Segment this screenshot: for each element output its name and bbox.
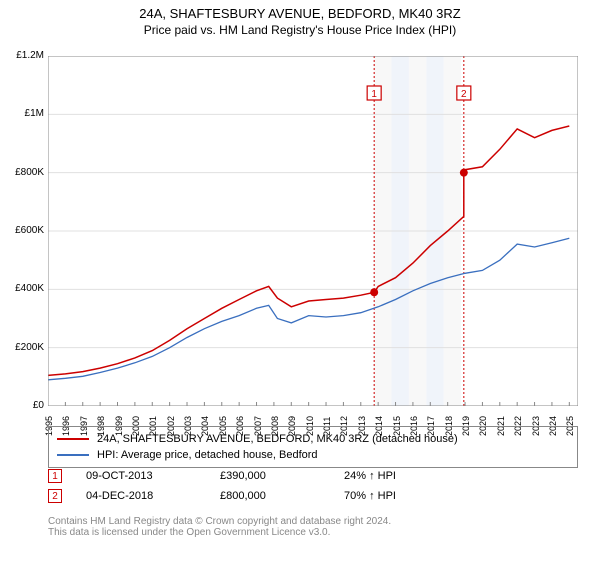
y-tick-label: £0 bbox=[0, 400, 44, 411]
transaction-pct: 24% ↑ HPI bbox=[344, 470, 444, 482]
chart-subtitle: Price paid vs. HM Land Registry's House … bbox=[0, 23, 600, 37]
svg-text:1: 1 bbox=[371, 89, 377, 100]
legend-row: 24A, SHAFTESBURY AVENUE, BEDFORD, MK40 3… bbox=[57, 431, 569, 447]
y-tick-label: £200K bbox=[0, 342, 44, 353]
transaction-date: 09-OCT-2013 bbox=[86, 470, 196, 482]
legend-box: 24A, SHAFTESBURY AVENUE, BEDFORD, MK40 3… bbox=[48, 426, 578, 468]
transaction-date: 04-DEC-2018 bbox=[86, 490, 196, 502]
transaction-row: 1 09-OCT-2013 £390,000 24% ↑ HPI bbox=[48, 466, 444, 486]
transaction-pct: 70% ↑ HPI bbox=[344, 490, 444, 502]
transaction-row: 2 04-DEC-2018 £800,000 70% ↑ HPI bbox=[48, 486, 444, 506]
footer-text: Contains HM Land Registry data © Crown c… bbox=[48, 516, 391, 538]
y-tick-label: £600K bbox=[0, 225, 44, 236]
footer-line-2: This data is licensed under the Open Gov… bbox=[48, 527, 391, 538]
transaction-table: 1 09-OCT-2013 £390,000 24% ↑ HPI 2 04-DEC-201… bbox=[48, 466, 444, 506]
transaction-marker-icon: 1 bbox=[48, 469, 62, 483]
legend-label: HPI: Average price, detached house, Bedf… bbox=[97, 449, 318, 461]
y-tick-label: £800K bbox=[0, 167, 44, 178]
chart-title: 24A, SHAFTESBURY AVENUE, BEDFORD, MK40 3… bbox=[0, 6, 600, 21]
footer-line-1: Contains HM Land Registry data © Crown c… bbox=[48, 516, 391, 527]
y-tick-label: £1M bbox=[0, 108, 44, 119]
chart-svg: 12 bbox=[48, 56, 578, 406]
transaction-marker-icon: 2 bbox=[48, 489, 62, 503]
legend-row: HPI: Average price, detached house, Bedf… bbox=[57, 447, 569, 463]
legend-label: 24A, SHAFTESBURY AVENUE, BEDFORD, MK40 3… bbox=[97, 433, 458, 445]
legend-swatch bbox=[57, 438, 89, 440]
chart-area: 12 bbox=[48, 56, 578, 406]
y-tick-label: £400K bbox=[0, 283, 44, 294]
legend-swatch bbox=[57, 454, 89, 456]
transaction-price: £390,000 bbox=[220, 470, 320, 482]
y-tick-label: £1.2M bbox=[0, 50, 44, 61]
transaction-price: £800,000 bbox=[220, 490, 320, 502]
svg-text:2: 2 bbox=[461, 89, 467, 100]
